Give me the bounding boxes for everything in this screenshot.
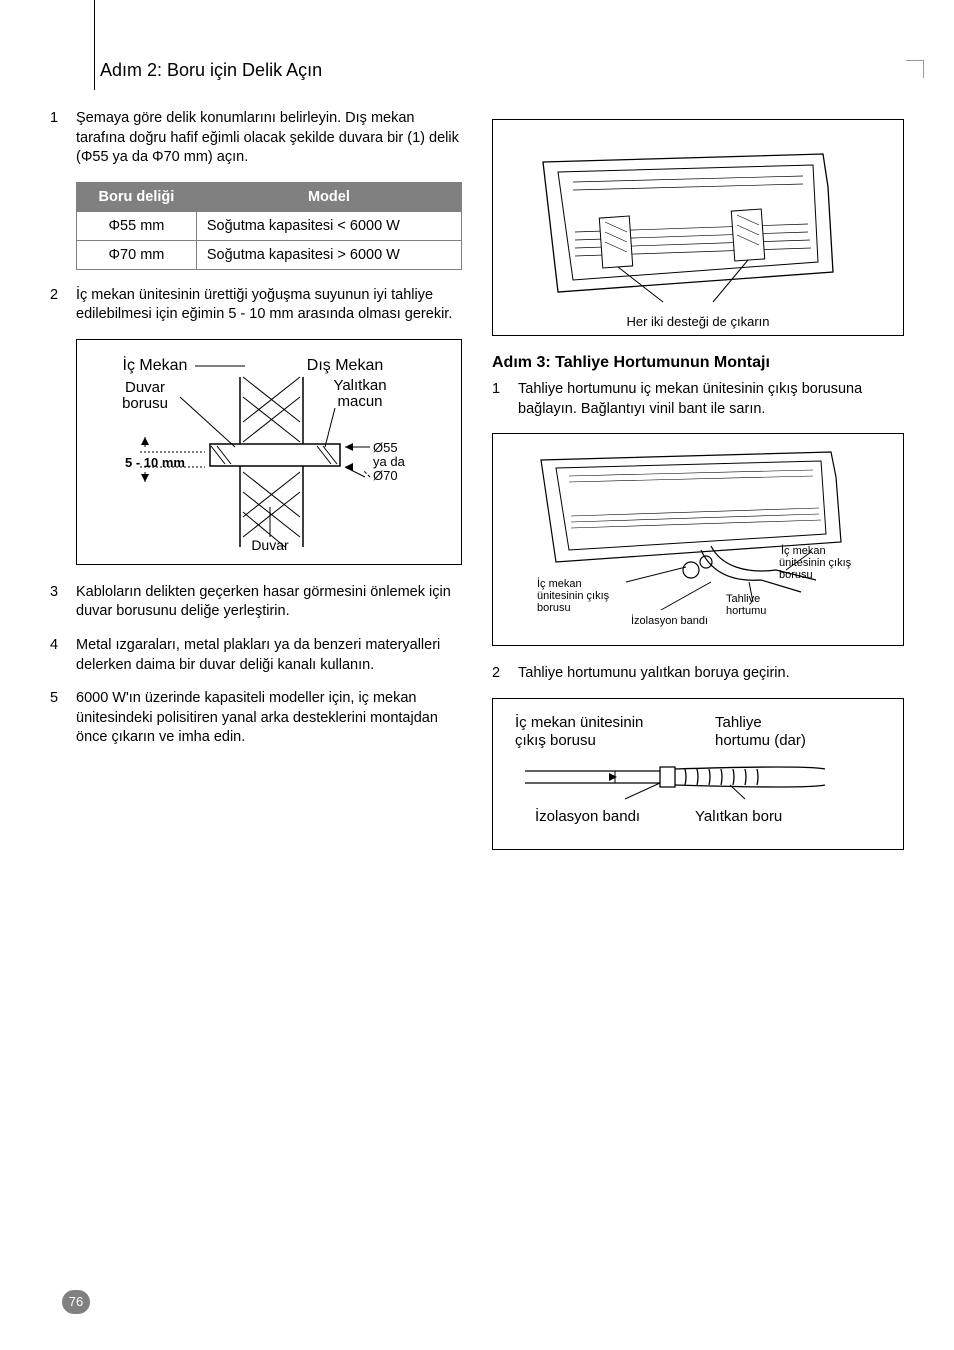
- fig3-l4a: İç mekan: [781, 544, 826, 557]
- list-text: Şemaya göre delik konumlarını belirleyin…: [76, 109, 462, 168]
- fig2-caption: Her iki desteği de çıkarın: [503, 314, 893, 329]
- label-diameter3: Ø70: [373, 468, 398, 483]
- table-row: Φ70 mm Soğutma kapasitesi > 6000 W: [77, 240, 462, 269]
- list-text: İç mekan ünitesinin ürettiği yoğuşma suy…: [76, 286, 462, 325]
- list-number: 1: [492, 380, 518, 419]
- list-number: 2: [492, 664, 518, 684]
- list-item: 5 6000 W'ın üzerinde kapasiteli modeller…: [50, 689, 462, 748]
- fig3-l2: İzolasyon bandı: [631, 614, 708, 627]
- fig3-l4c: borusu: [779, 569, 813, 581]
- table-cell: Φ55 mm: [77, 211, 197, 240]
- crop-mark: [906, 60, 924, 78]
- table-cell: Φ70 mm: [77, 240, 197, 269]
- fig4-l1b: çıkış borusu: [515, 732, 596, 749]
- table-header: Boru deliği: [77, 182, 197, 211]
- table-header: Model: [196, 182, 461, 211]
- list-item: 3 Kabloların delikten geçerken hasar gör…: [50, 583, 462, 622]
- list-number: 2: [50, 286, 76, 325]
- unit-supports-figure: Her iki desteği de çıkarın: [492, 119, 904, 336]
- list-number: 3: [50, 583, 76, 622]
- insulated-pipe-figure: İç mekan ünitesinin çıkış borusu Tahliye…: [492, 698, 904, 850]
- list-item: 1 Şemaya göre delik konumlarını belirley…: [50, 109, 462, 168]
- fig3-l3a: Tahliye: [726, 593, 760, 605]
- fig4-l1a: İç mekan ünitesinin: [515, 713, 643, 731]
- label-ic-mekan: İç Mekan: [123, 355, 188, 374]
- fig3-l3b: hortumu: [726, 605, 766, 617]
- fig4-l2a: Tahliye: [715, 714, 762, 731]
- fig3-l1b: ünitesinin çıkış: [537, 590, 610, 602]
- label-yalitkan: Yalıtkan: [333, 377, 386, 394]
- left-column: 1 Şemaya göre delik konumlarını belirley…: [50, 109, 462, 868]
- page-number: 76: [62, 1290, 90, 1314]
- label-diameter1: Ø55: [373, 440, 398, 455]
- content-columns: 1 Şemaya göre delik konumlarını belirley…: [50, 109, 904, 868]
- hose-svg: İç mekan ünitesinin çıkış borusu İzolasy…: [501, 442, 871, 637]
- fig4-l4: Yalıtkan boru: [695, 808, 782, 825]
- pipe-hole-table: Boru deliği Model Φ55 mm Soğutma kapasit…: [76, 182, 462, 270]
- unit-svg: [503, 132, 863, 322]
- table-cell: Soğutma kapasitesi < 6000 W: [196, 211, 461, 240]
- fig3-l4b: ünitesinin çıkış: [779, 557, 852, 569]
- list-number: 5: [50, 689, 76, 748]
- table-row: Φ55 mm Soğutma kapasitesi < 6000 W: [77, 211, 462, 240]
- list-number: 1: [50, 109, 76, 168]
- step3-title: Adım 3: Tahliye Hortumunun Montajı: [492, 354, 904, 372]
- hose-connect-figure: İç mekan ünitesinin çıkış borusu İzolasy…: [492, 433, 904, 646]
- list-number: 4: [50, 636, 76, 675]
- list-item: 2 Tahliye hortumunu yalıtkan boruya geçi…: [492, 664, 904, 684]
- list-text: 6000 W'ın üzerinde kapasiteli modeller i…: [76, 689, 462, 748]
- fig3-l1c: borusu: [537, 602, 571, 614]
- page-title: Adım 2: Boru için Delik Açın: [100, 60, 904, 81]
- label-macun: macun: [337, 393, 382, 410]
- label-range: 5 - 10 mm: [125, 455, 185, 470]
- fig4-l3: İzolasyon bandı: [535, 807, 640, 825]
- title-rule: [94, 0, 95, 90]
- fig4-l2b: hortumu (dar): [715, 732, 806, 749]
- label-duvar: Duvar: [251, 537, 289, 552]
- list-text: Kabloların delikten geçerken hasar görme…: [76, 583, 462, 622]
- pipe-svg: İç mekan ünitesinin çıkış borusu Tahliye…: [505, 709, 855, 839]
- fig3-l1a: İç mekan: [537, 577, 582, 590]
- wall-diagram-svg: İç Mekan Dış Mekan: [85, 352, 415, 552]
- list-text: Tahliye hortumunu yalıtkan boruya geçiri…: [518, 664, 904, 684]
- label-diameter2: ya da: [373, 454, 406, 469]
- right-column: Her iki desteği de çıkarın Adım 3: Tahli…: [492, 109, 904, 868]
- list-text: Metal ızgaraları, metal plakları ya da b…: [76, 636, 462, 675]
- label-duvar-borusu2: borusu: [122, 395, 168, 412]
- label-duvar-borusu: Duvar: [125, 379, 165, 396]
- label-dis-mekan: Dış Mekan: [307, 357, 383, 374]
- table-cell: Soğutma kapasitesi > 6000 W: [196, 240, 461, 269]
- list-text: Tahliye hortumunu iç mekan ünitesinin çı…: [518, 380, 904, 419]
- list-item: 4 Metal ızgaraları, metal plakları ya da…: [50, 636, 462, 675]
- list-item: 2 İç mekan ünitesinin ürettiği yoğuşma s…: [50, 286, 462, 325]
- wall-hole-figure: İç Mekan Dış Mekan: [76, 339, 462, 565]
- list-item: 1 Tahliye hortumunu iç mekan ünitesinin …: [492, 380, 904, 419]
